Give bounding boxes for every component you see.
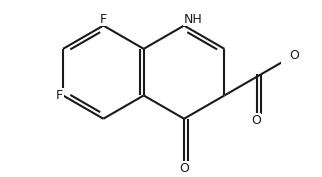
- Text: NH: NH: [184, 13, 203, 25]
- Text: F: F: [100, 13, 107, 25]
- Text: O: O: [179, 162, 189, 175]
- Text: O: O: [251, 114, 261, 127]
- Text: F: F: [56, 89, 63, 102]
- Text: O: O: [289, 49, 299, 62]
